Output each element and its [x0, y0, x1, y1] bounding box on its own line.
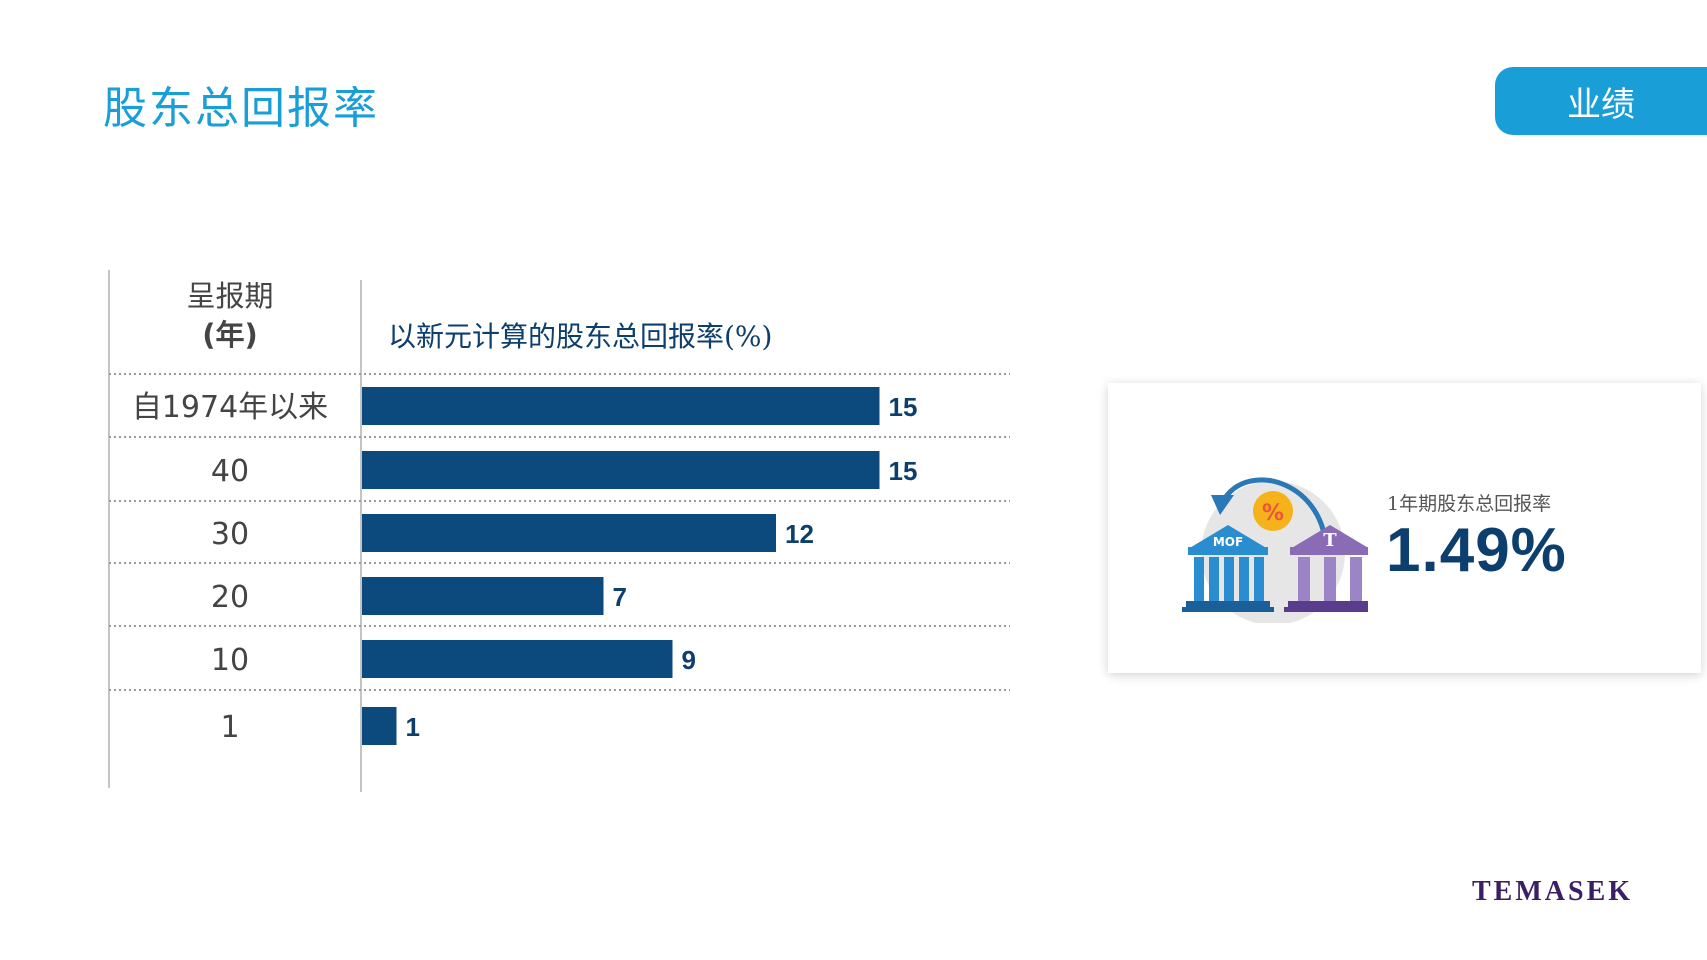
shareholder-return-illustration: % MOF T	[1182, 477, 1368, 623]
arrow-head-icon	[1211, 495, 1234, 515]
temasek-logo: TEMASEK	[1472, 876, 1634, 907]
row-header: 呈报期	[186, 279, 273, 313]
category-label-1: 40	[211, 454, 249, 489]
t-label: T	[1323, 530, 1337, 551]
bar-5	[362, 707, 397, 745]
category-label-3: 20	[211, 580, 249, 615]
data-label-3: 7	[613, 582, 627, 612]
highlight-value: 1.49%	[1386, 516, 1567, 585]
bar-3	[362, 577, 604, 615]
temasek-building-icon: T	[1284, 525, 1368, 612]
data-label-0: 15	[889, 392, 918, 422]
bar-2	[362, 514, 776, 552]
coin-symbol: %	[1262, 501, 1284, 526]
row-header-unit: (年)	[202, 318, 258, 352]
category-label-5: 1	[220, 710, 239, 745]
chart-title: 以新元计算的股东总回报率(%)	[388, 320, 772, 353]
page-title: 股东总回报率	[103, 83, 379, 134]
bar-1	[362, 451, 880, 489]
section-tag: 业绩	[1495, 67, 1707, 135]
highlight-label: 1年期股东总回报率	[1387, 493, 1552, 515]
data-label-5: 1	[406, 712, 420, 742]
data-label-4: 9	[682, 645, 696, 675]
bar-0	[362, 387, 880, 425]
chart-grid	[108, 270, 1010, 792]
coin-percent-icon	[1253, 491, 1293, 531]
category-label-2: 30	[211, 517, 249, 552]
category-label-0: 自1974年以来	[132, 390, 328, 425]
data-label-1: 15	[889, 456, 918, 486]
highlight-card: % MOF T 1年期股东总回报率 1.49%	[1108, 383, 1701, 673]
mof-label: MOF	[1213, 535, 1243, 549]
bank-building-icon: MOF	[1182, 525, 1274, 612]
bar-4	[362, 640, 673, 678]
category-label-4: 10	[211, 643, 249, 678]
data-label-2: 12	[785, 519, 814, 549]
